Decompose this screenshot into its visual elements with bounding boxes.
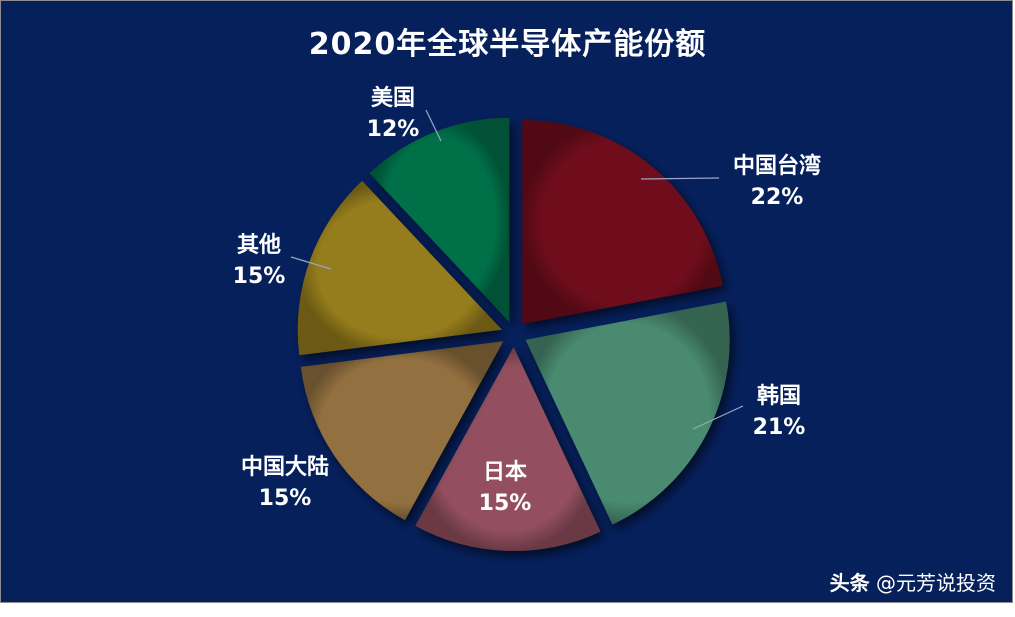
chart-title: 2020年全球半导体产能份额 xyxy=(308,27,707,62)
pie-slice-shading xyxy=(297,180,502,356)
leader-line xyxy=(640,177,720,180)
slice-value-label: 15% xyxy=(233,264,286,289)
pie-chart: 中国台湾 22% 韩国 21% 日本 15% 中国大陆 15% 其他 15% 美国 12% xyxy=(233,85,821,551)
slice-value-label: 21% xyxy=(753,415,806,440)
leader-line xyxy=(425,109,442,142)
slice-label: 中国大陆 xyxy=(241,455,329,480)
watermark-brand: 头条 xyxy=(829,571,870,595)
slice-value-label: 15% xyxy=(259,486,312,511)
watermark: 头条 @元芳说投资 xyxy=(830,567,996,596)
slice-value-label: 22% xyxy=(751,185,804,210)
watermark-account: @元芳说投资 xyxy=(876,571,996,595)
leader-line xyxy=(692,405,744,430)
pie-slice-shading xyxy=(369,117,510,322)
slice-label: 韩国 xyxy=(757,383,801,409)
slice-value-label: 15% xyxy=(479,491,532,516)
slice-label: 美国 xyxy=(371,85,415,111)
slice-label: 日本 xyxy=(483,460,527,485)
pie-slice-shading xyxy=(522,119,723,324)
pie-slice-shading xyxy=(415,346,601,551)
leader-line xyxy=(290,256,332,270)
slice-label: 中国台湾 xyxy=(733,153,821,179)
pie-slice-shading xyxy=(300,341,504,521)
chart-frame: 2020年全球半导体产能份额 中国台湾 22% 韩国 21% 日本 15% 中国大陆 15% 其… xyxy=(0,0,1013,603)
slice-label: 其他 xyxy=(237,233,281,258)
slice-value-label: 12% xyxy=(367,117,420,142)
pie-slice-shading xyxy=(525,301,730,525)
